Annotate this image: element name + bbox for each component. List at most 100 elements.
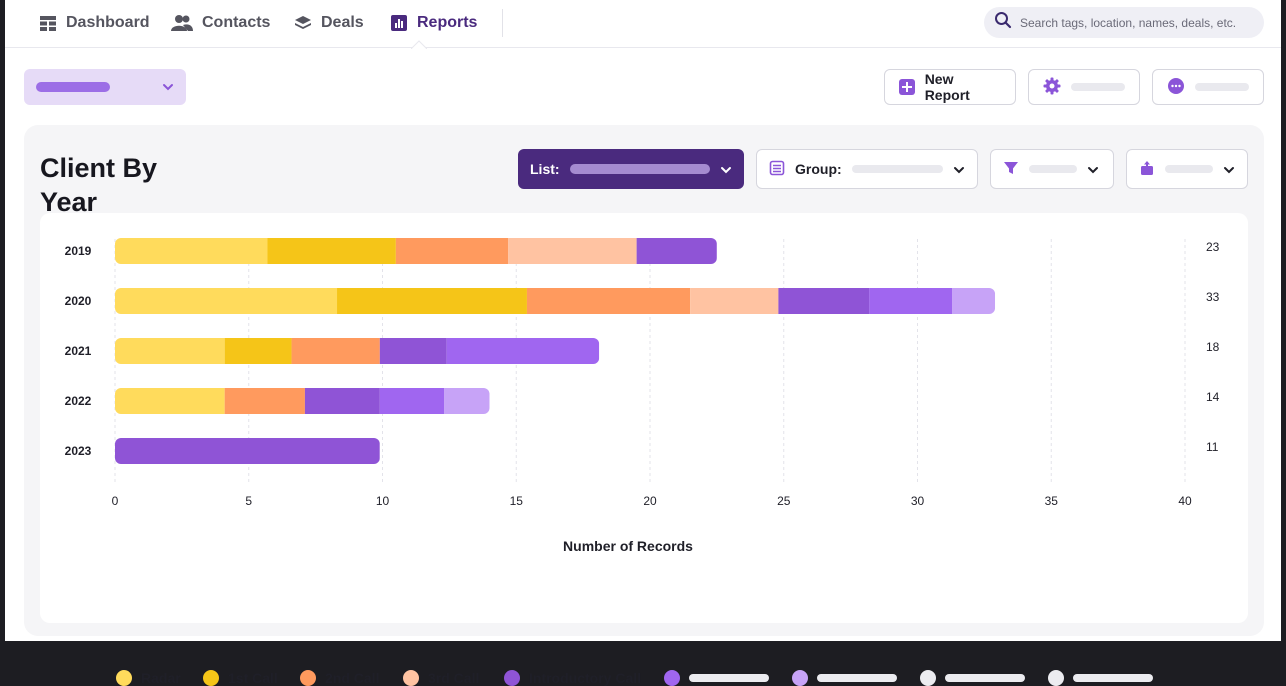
- nav-reports[interactable]: Reports: [390, 0, 477, 46]
- chart-card: 0 5 10 15 20 25 30 35 40 2019 23 2020 33 2021 18 2022 14…: [40, 213, 1248, 686]
- legend-item[interactable]: 3rd Call: [403, 670, 479, 686]
- more-options-button[interactable]: [1152, 69, 1264, 105]
- bar-segment[interactable]: [267, 238, 396, 264]
- bar-segment[interactable]: [115, 388, 225, 414]
- settings-button[interactable]: [1028, 69, 1140, 105]
- bar-segment[interactable]: [952, 288, 996, 314]
- row-total-label: 14: [1206, 390, 1220, 404]
- active-tab-caret: [411, 40, 427, 49]
- nav-reports-label: Reports: [417, 14, 478, 31]
- new-report-button[interactable]: New Report: [884, 69, 1016, 105]
- legend-swatch: [300, 670, 316, 686]
- bar-segment[interactable]: [224, 338, 292, 364]
- bar-segment[interactable]: [379, 388, 445, 414]
- legend-item[interactable]: [1048, 670, 1153, 686]
- x-tick-label: 20: [643, 494, 657, 508]
- group-dropdown[interactable]: Group:: [756, 149, 978, 189]
- x-tick-label: 30: [911, 494, 925, 508]
- legend-swatch: [920, 670, 936, 686]
- x-tick-label: 15: [510, 494, 524, 508]
- legend-item[interactable]: 2nd Call: [300, 670, 379, 686]
- y-category-label: 2020: [65, 294, 92, 308]
- bar-segment[interactable]: [508, 238, 637, 264]
- report-panel: Client By Year List: Group:: [24, 125, 1264, 686]
- bar-chart-icon: [390, 14, 408, 32]
- y-category-label: 2023: [65, 444, 92, 458]
- nav-contacts-label: Contacts: [202, 14, 271, 31]
- nav-dashboard[interactable]: Dashboard: [39, 0, 150, 46]
- legend-swatch: [1048, 670, 1064, 686]
- legend-item[interactable]: 1st Call: [203, 670, 278, 686]
- list-lines-icon: [769, 160, 785, 179]
- gear-icon: [1043, 77, 1061, 98]
- redacted-legend-label: [817, 674, 897, 682]
- top-navigation: Dashboard Contacts Deals Reports: [5, 0, 1281, 49]
- x-axis-title: Number of Records: [563, 538, 693, 554]
- plus-square-icon: [899, 79, 915, 95]
- bar-segment[interactable]: [224, 388, 305, 414]
- row-total-label: 11: [1206, 440, 1219, 454]
- bar-segment[interactable]: [778, 288, 870, 314]
- legend-item[interactable]: [792, 670, 897, 686]
- bar-segment[interactable]: [444, 388, 490, 414]
- nav-deals-label: Deals: [321, 14, 364, 31]
- stack-layers-icon: [294, 14, 312, 32]
- report-title: Client By Year: [40, 153, 158, 217]
- bar-segment[interactable]: [636, 238, 717, 264]
- export-dropdown[interactable]: [1126, 149, 1248, 189]
- bar-segment[interactable]: [291, 338, 380, 364]
- chevron-down-icon: [953, 161, 965, 177]
- bar-segment[interactable]: [379, 338, 447, 364]
- y-category-label: 2022: [65, 394, 92, 408]
- search-icon: [994, 11, 1012, 34]
- x-tick-label: 10: [376, 494, 390, 508]
- bar-segment[interactable]: [395, 238, 509, 264]
- bar-segment[interactable]: [869, 288, 953, 314]
- nav-divider: [502, 9, 503, 37]
- bar-segment[interactable]: [304, 388, 380, 414]
- redacted-legend-label: [945, 674, 1025, 682]
- workspace-dropdown[interactable]: [24, 69, 186, 105]
- redacted-label-placeholder: [1071, 83, 1125, 91]
- bar-segment[interactable]: [115, 238, 268, 264]
- redacted-group-value: [851, 165, 943, 173]
- legend-item[interactable]: Introductory Call: [504, 670, 641, 686]
- legend-label: Radar: [141, 670, 181, 686]
- share-export-icon: [1139, 160, 1155, 179]
- row-total-label: 18: [1206, 340, 1220, 354]
- nav-dashboard-label: Dashboard: [66, 14, 150, 31]
- x-tick-label: 5: [245, 494, 252, 508]
- list-dropdown[interactable]: List:: [518, 149, 744, 189]
- stacked-bar-chart: 0 5 10 15 20 25 30 35 40 2019 23 2020 33 2021 18 2022 14…: [65, 238, 1220, 554]
- x-tick-label: 40: [1178, 494, 1192, 508]
- filter-dropdown[interactable]: [990, 149, 1114, 189]
- legend-item[interactable]: [920, 670, 1025, 686]
- legend-swatch: [504, 670, 520, 686]
- redacted-legend-label: [689, 674, 769, 682]
- redacted-label-placeholder: [1195, 83, 1249, 91]
- redacted-selection-placeholder: [36, 82, 110, 92]
- bar-segment[interactable]: [446, 338, 600, 364]
- legend-swatch: [792, 670, 808, 686]
- bar-segment[interactable]: [115, 288, 338, 314]
- y-category-label: 2021: [65, 344, 92, 358]
- bar-segment[interactable]: [115, 338, 225, 364]
- nav-contacts[interactable]: Contacts: [171, 0, 270, 46]
- new-report-label: New Report: [924, 71, 970, 103]
- bar-segment[interactable]: [337, 288, 527, 314]
- nav-deals[interactable]: Deals: [294, 0, 364, 46]
- legend-swatch: [403, 670, 419, 686]
- bar-segment[interactable]: [690, 288, 779, 314]
- search-bar[interactable]: [984, 7, 1264, 38]
- chevron-down-icon: [162, 78, 174, 96]
- app-window: Dashboard Contacts Deals Reports: [5, 0, 1281, 686]
- bar-segment[interactable]: [115, 438, 380, 464]
- chevron-down-icon: [1223, 161, 1235, 177]
- legend-swatch: [116, 670, 132, 686]
- bar-segment[interactable]: [526, 288, 691, 314]
- legend-item[interactable]: Radar: [116, 670, 181, 686]
- search-input[interactable]: [1020, 15, 1256, 30]
- list-label: List:: [530, 161, 560, 177]
- legend-item[interactable]: [664, 670, 769, 686]
- y-category-label: 2019: [65, 244, 92, 258]
